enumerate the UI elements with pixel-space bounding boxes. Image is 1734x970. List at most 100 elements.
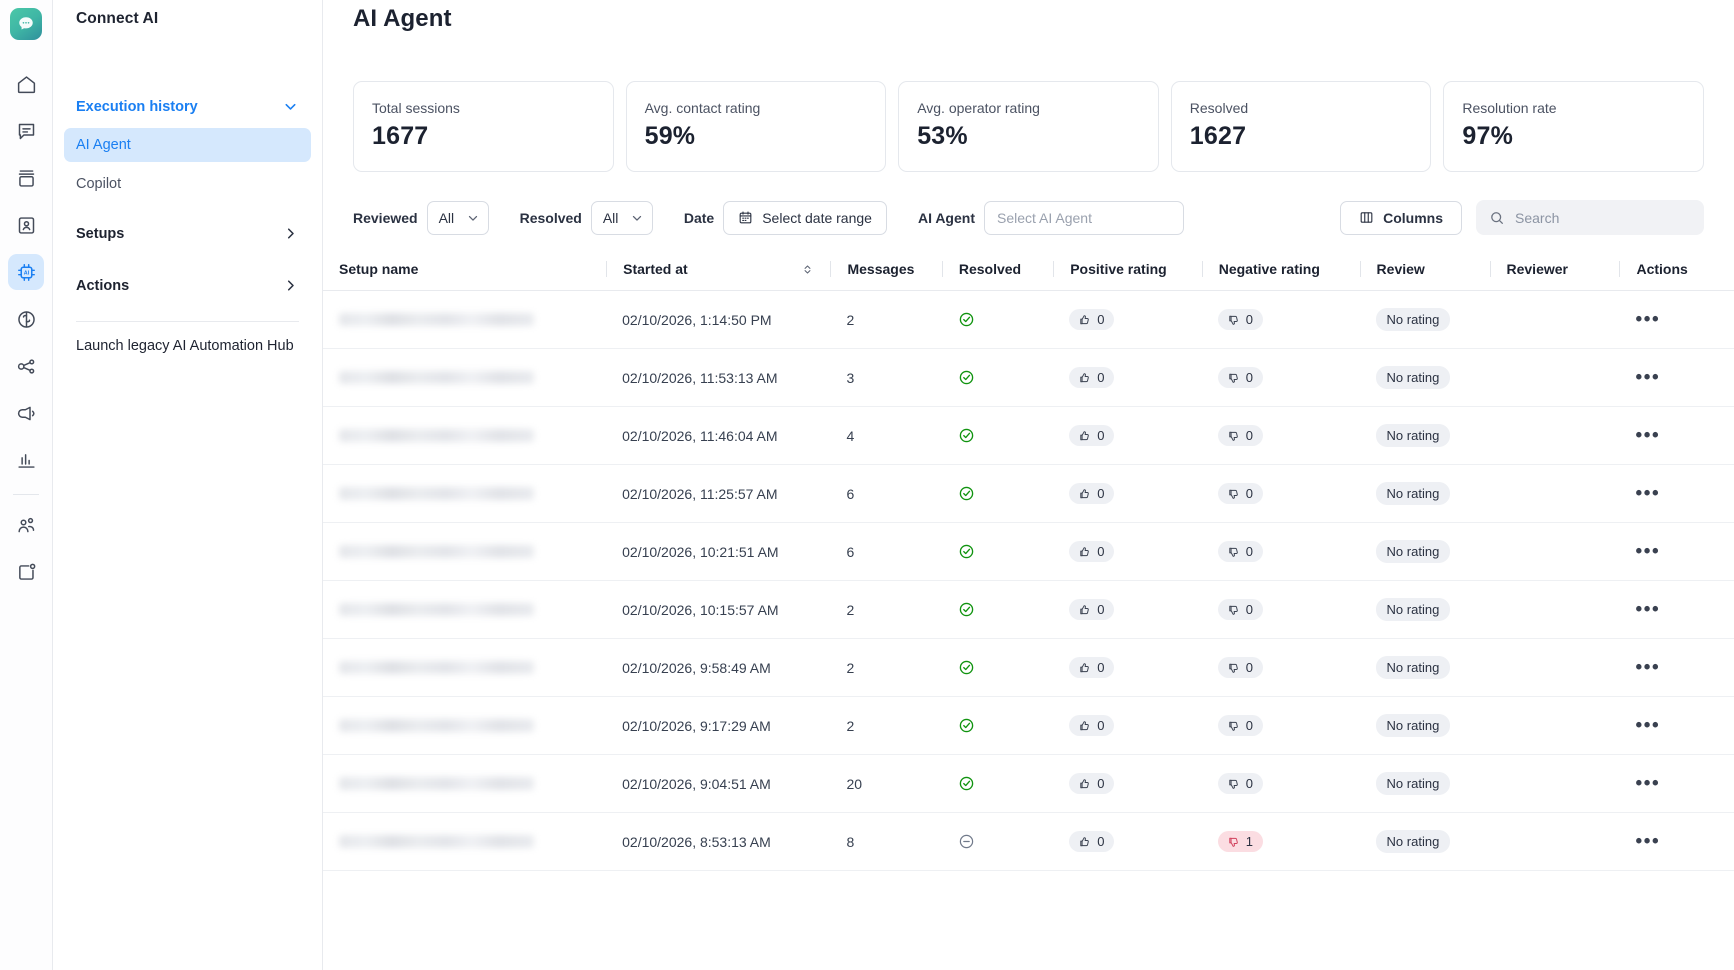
cell-positive-rating: 0 <box>1053 812 1202 871</box>
ellipsis-icon[interactable]: ••• <box>1635 773 1661 794</box>
sidebar-item-actions[interactable]: Actions <box>64 266 311 305</box>
share-nodes-icon[interactable] <box>8 348 44 384</box>
table-row[interactable]: 02/10/2026, 9:04:51 AM 20 0 0 No rating ••• <box>323 754 1734 813</box>
sidebar-item-copilot[interactable]: Copilot <box>64 167 311 201</box>
table-body: 02/10/2026, 1:14:50 PM 2 0 0 No rating ••• 02/… <box>323 290 1734 871</box>
thumbs-up-icon <box>1077 371 1091 385</box>
reviewed-filter-select[interactable]: All <box>426 200 489 235</box>
messages-value: 8 <box>846 833 855 850</box>
sidebar-item-label: Setups <box>76 225 125 242</box>
columns-icon <box>1359 210 1374 225</box>
resolved-check-icon <box>958 543 975 560</box>
cell-messages: 2 <box>830 290 942 349</box>
cell-positive-rating: 0 <box>1053 696 1202 755</box>
col-positive-rating[interactable]: Positive rating <box>1053 261 1202 291</box>
messages-icon[interactable] <box>8 113 44 149</box>
cell-messages: 4 <box>830 406 942 465</box>
started-at-value: 02/10/2026, 9:58:49 AM <box>622 659 771 676</box>
bar-chart-icon[interactable] <box>8 442 44 478</box>
col-negative-rating[interactable]: Negative rating <box>1201 261 1360 291</box>
brain-icon[interactable] <box>8 301 44 337</box>
review-status-badge: No rating <box>1375 424 1451 447</box>
cell-started-at: 02/10/2026, 9:17:29 AM <box>606 696 831 755</box>
cell-started-at: 02/10/2026, 8:53:13 AM <box>606 812 831 871</box>
ellipsis-icon[interactable]: ••• <box>1635 831 1661 852</box>
started-at-value: 02/10/2026, 9:04:51 AM <box>622 775 771 792</box>
cell-negative-rating: 0 <box>1201 522 1360 581</box>
ellipsis-icon[interactable]: ••• <box>1635 541 1661 562</box>
col-started-at[interactable]: Started at <box>606 261 831 291</box>
started-at-value: 02/10/2026, 11:46:04 AM <box>622 427 778 444</box>
contacts-icon[interactable] <box>8 207 44 243</box>
stat-card-avg-contact-rating: Avg. contact rating 59% <box>625 81 887 172</box>
sidebar-legacy-link[interactable]: Launch legacy AI Automation Hub <box>76 338 294 354</box>
table-row[interactable]: 02/10/2026, 1:14:50 PM 2 0 0 No rating ••• <box>323 290 1734 349</box>
positive-rating-value: 0 <box>1097 370 1105 385</box>
messages-value: 6 <box>846 485 855 502</box>
ellipsis-icon[interactable]: ••• <box>1635 483 1661 504</box>
table-row[interactable]: 02/10/2026, 8:53:13 AM 8 0 1 No rating ••• <box>323 812 1734 871</box>
ellipsis-icon[interactable]: ••• <box>1635 599 1661 620</box>
resolved-filter-select[interactable]: All <box>590 200 653 235</box>
sidebar-item-ai-agent[interactable]: AI Agent <box>64 128 311 162</box>
col-review[interactable]: Review <box>1359 261 1490 291</box>
ellipsis-icon[interactable]: ••• <box>1635 367 1661 388</box>
cell-reviewer <box>1489 348 1620 407</box>
table-row[interactable]: 02/10/2026, 11:46:04 AM 4 0 0 No rating ••• <box>323 406 1734 465</box>
negative-rating-value: 0 <box>1245 312 1253 327</box>
home-icon[interactable] <box>8 66 44 102</box>
search-input[interactable] <box>1515 209 1691 226</box>
col-reviewer[interactable]: Reviewer <box>1489 261 1620 291</box>
thumbs-down-icon <box>1226 371 1240 385</box>
col-resolved[interactable]: Resolved <box>941 261 1054 291</box>
col-actions: Actions <box>1619 261 1734 291</box>
notification-corner-icon[interactable] <box>8 554 44 590</box>
sidebar-group-execution-history[interactable]: Execution history <box>64 90 311 123</box>
ellipsis-icon[interactable]: ••• <box>1635 425 1661 446</box>
thumbs-up-icon <box>1077 603 1091 617</box>
positive-rating-value: 0 <box>1097 776 1105 791</box>
megaphone-icon[interactable] <box>8 395 44 431</box>
team-icon[interactable] <box>8 507 44 543</box>
col-messages[interactable]: Messages <box>830 261 942 291</box>
negative-rating-value: 0 <box>1245 428 1253 443</box>
cell-started-at: 02/10/2026, 10:21:51 AM <box>606 522 831 581</box>
started-at-value: 02/10/2026, 1:14:50 PM <box>622 311 772 328</box>
ai-chip-icon[interactable]: AI <box>8 254 44 290</box>
stat-card-avg-operator-rating: Avg. operator rating 53% <box>898 81 1159 172</box>
positive-rating-badge: 0 <box>1069 715 1115 736</box>
table-row[interactable]: 02/10/2026, 9:58:49 AM 2 0 0 No rating ••• <box>323 638 1734 697</box>
sidebar-item-setups[interactable]: Setups <box>64 214 311 253</box>
col-setup-name[interactable]: Setup name <box>323 261 607 291</box>
search-box[interactable] <box>1476 200 1704 235</box>
archive-icon[interactable] <box>8 160 44 196</box>
ellipsis-icon[interactable]: ••• <box>1635 309 1661 330</box>
cell-setup-name <box>323 638 607 697</box>
positive-rating-badge: 0 <box>1069 425 1115 446</box>
select-date-range-label: Select date range <box>762 209 872 226</box>
cell-actions: ••• <box>1619 696 1734 755</box>
ai-agent-select-input[interactable] <box>984 200 1184 235</box>
table-row[interactable]: 02/10/2026, 11:25:57 AM 6 0 0 No rating ••• <box>323 464 1734 523</box>
cell-setup-name <box>323 580 607 639</box>
table-row[interactable]: 02/10/2026, 10:15:57 AM 2 0 0 No rating ••• <box>323 580 1734 639</box>
chat-bubble-logo-icon[interactable] <box>10 8 42 40</box>
table-row[interactable]: 02/10/2026, 9:17:29 AM 2 0 0 No rating ••• <box>323 696 1734 755</box>
table-row[interactable]: 02/10/2026, 10:21:51 AM 6 0 0 No rating ••• <box>323 522 1734 581</box>
cell-resolved <box>941 348 1054 407</box>
stat-value: 1627 <box>1189 122 1247 150</box>
positive-rating-badge: 0 <box>1069 657 1115 678</box>
sort-updown-icon[interactable] <box>801 263 814 276</box>
columns-button[interactable]: Columns <box>1340 200 1462 235</box>
table-row[interactable]: 02/10/2026, 11:53:13 AM 3 0 0 No rating ••• <box>323 348 1734 407</box>
select-date-range-button[interactable]: Select date range <box>723 200 887 235</box>
negative-rating-badge: 0 <box>1217 309 1263 330</box>
cell-reviewer <box>1489 580 1620 639</box>
ellipsis-icon[interactable]: ••• <box>1635 657 1661 678</box>
cell-messages: 8 <box>830 812 942 871</box>
positive-rating-badge: 0 <box>1069 309 1115 330</box>
ellipsis-icon[interactable]: ••• <box>1635 715 1661 736</box>
sidebar-item-label: AI Agent <box>76 137 131 153</box>
cell-started-at: 02/10/2026, 11:53:13 AM <box>606 348 831 407</box>
